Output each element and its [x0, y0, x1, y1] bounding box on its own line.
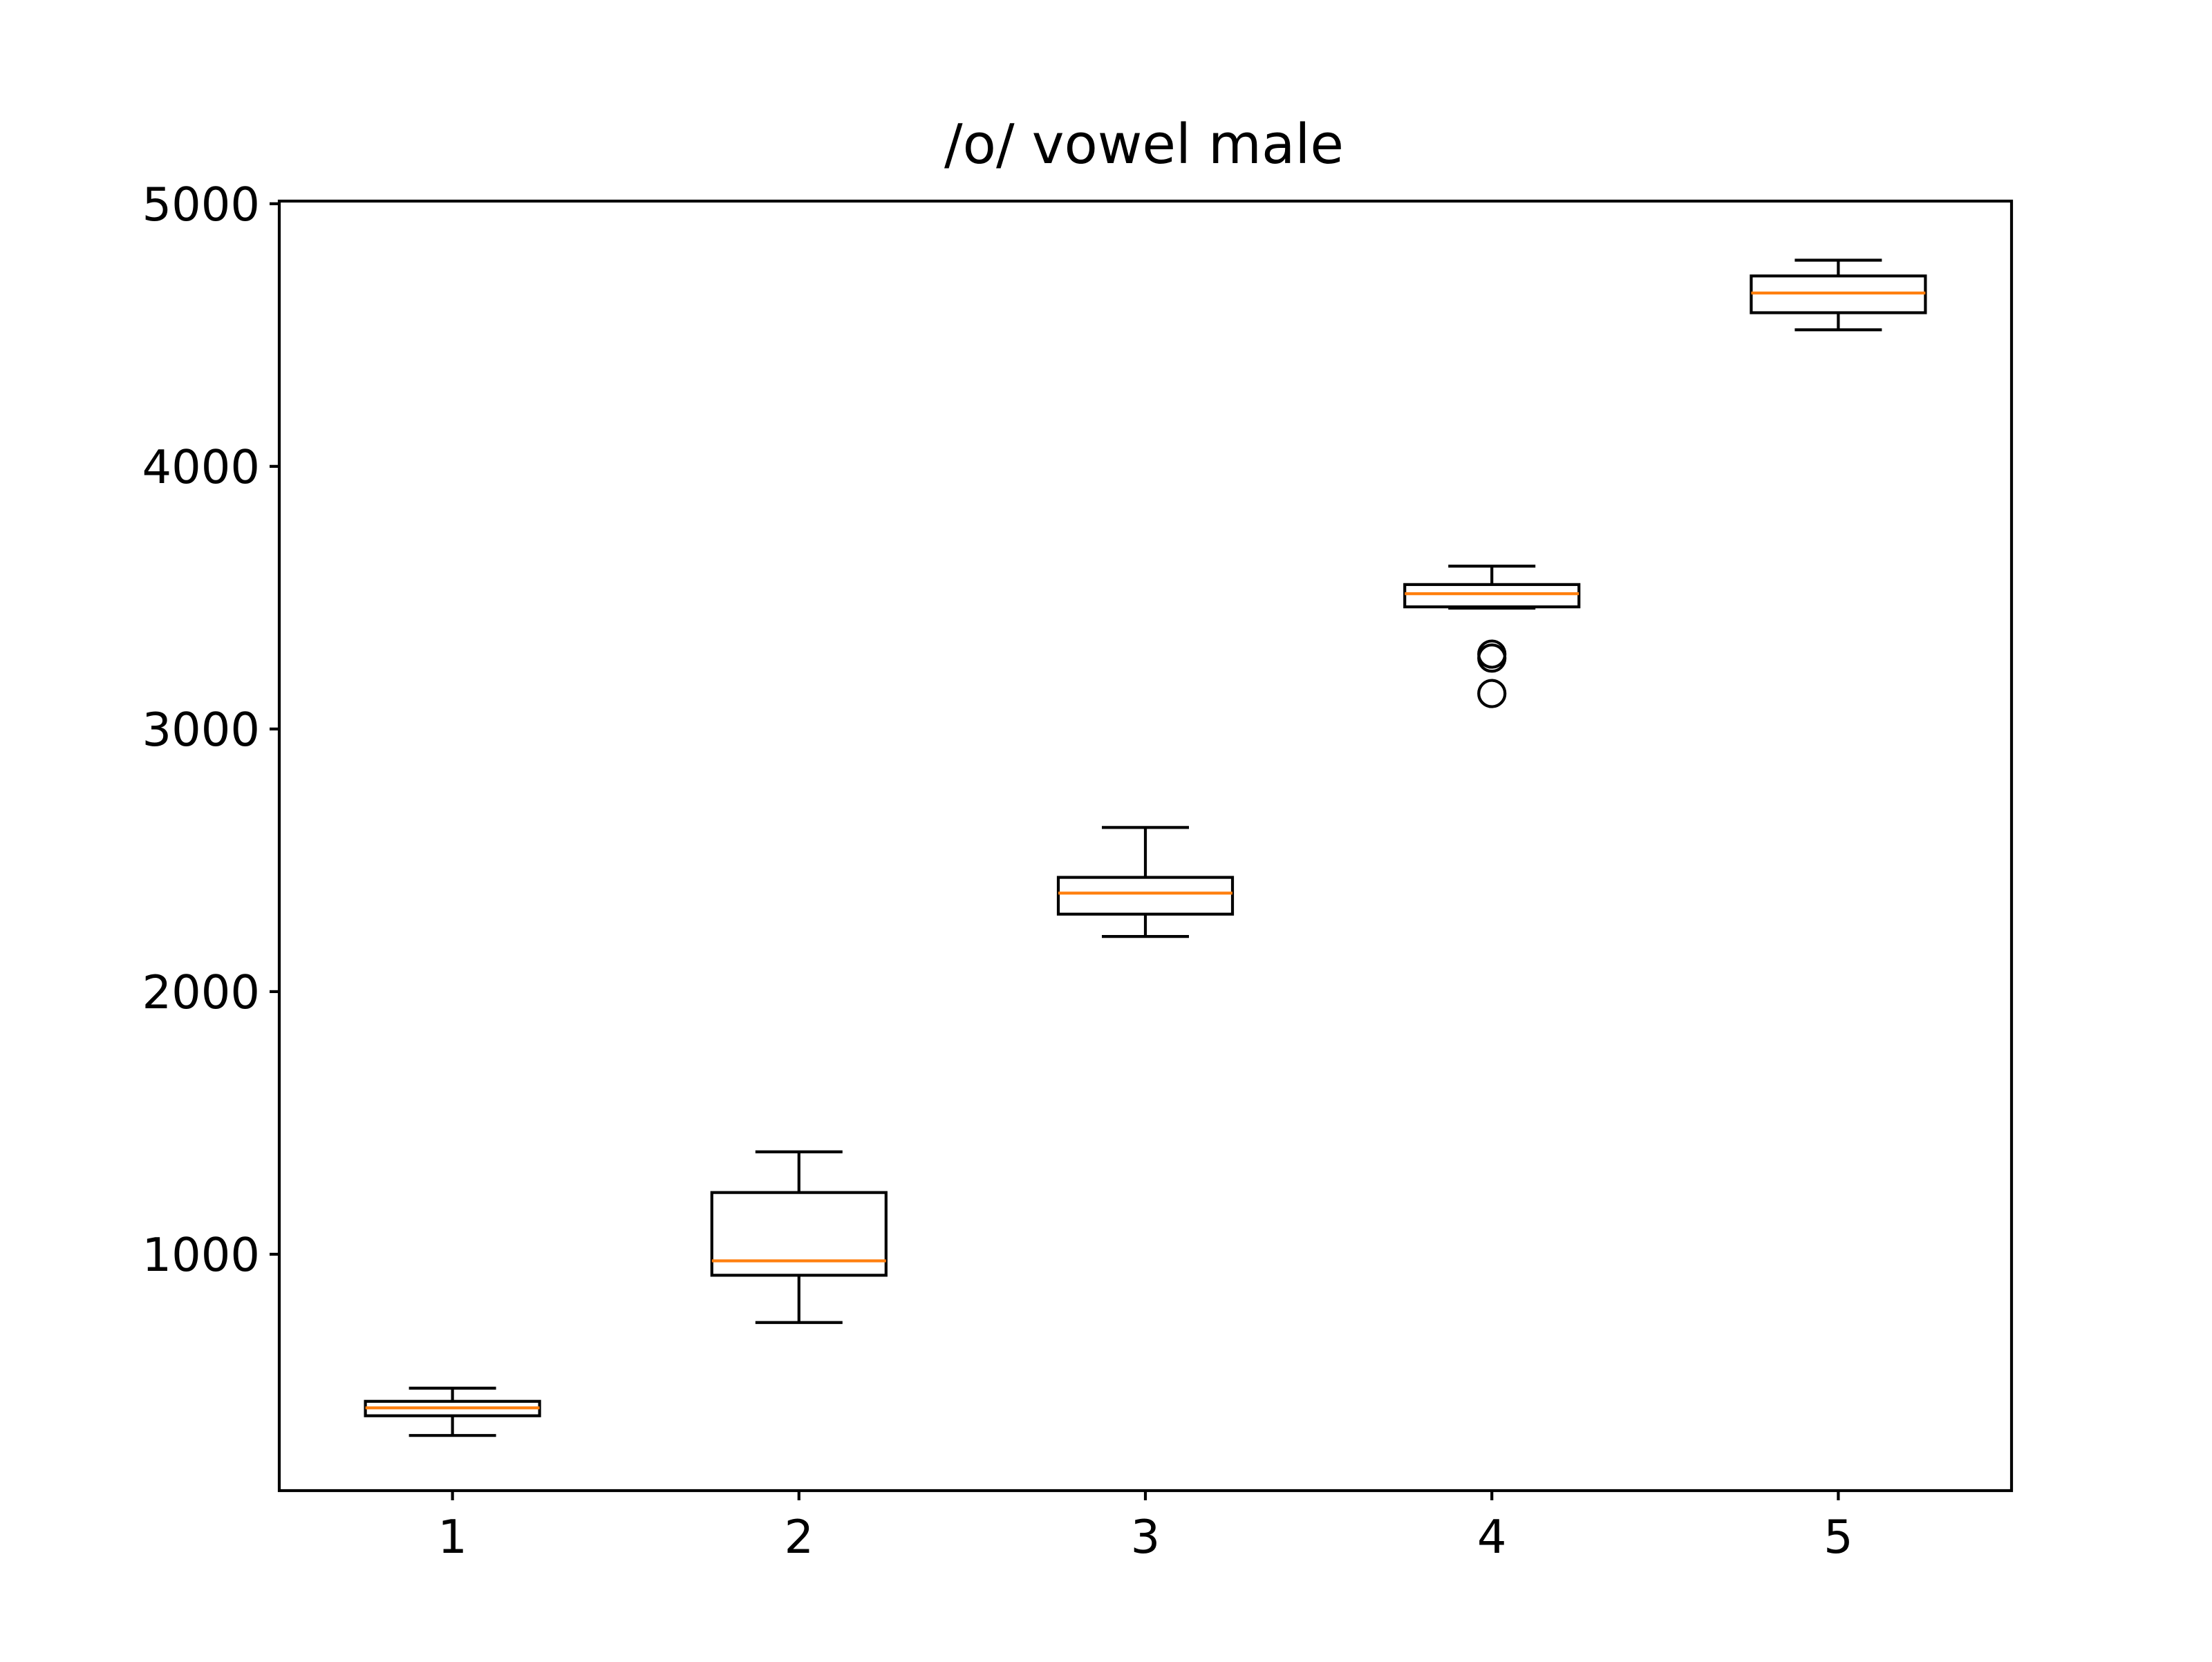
box-iqr	[1056, 876, 1235, 916]
box-iqr	[710, 1191, 888, 1277]
y-tick-label: 2000	[142, 965, 260, 1019]
y-tick-label: 4000	[142, 440, 260, 494]
x-tick-label: 1	[438, 1510, 467, 1564]
x-tick-label: 4	[1477, 1510, 1507, 1564]
outlier-point	[1477, 639, 1507, 669]
x-tick-label: 2	[784, 1510, 814, 1564]
x-tick-label: 3	[1131, 1510, 1161, 1564]
y-tick-label: 3000	[142, 703, 260, 757]
x-tick-label: 5	[1824, 1510, 1853, 1564]
outlier-point	[1477, 679, 1507, 708]
y-tick-label: 5000	[142, 178, 260, 232]
y-tick-label: 1000	[142, 1228, 260, 1282]
chart-title: /o/ vowel male	[944, 113, 1344, 176]
plot-area: 1000 2000 3000 4000 5000 1 2 3 4 5	[142, 178, 2014, 1564]
box-iqr	[1403, 583, 1581, 609]
